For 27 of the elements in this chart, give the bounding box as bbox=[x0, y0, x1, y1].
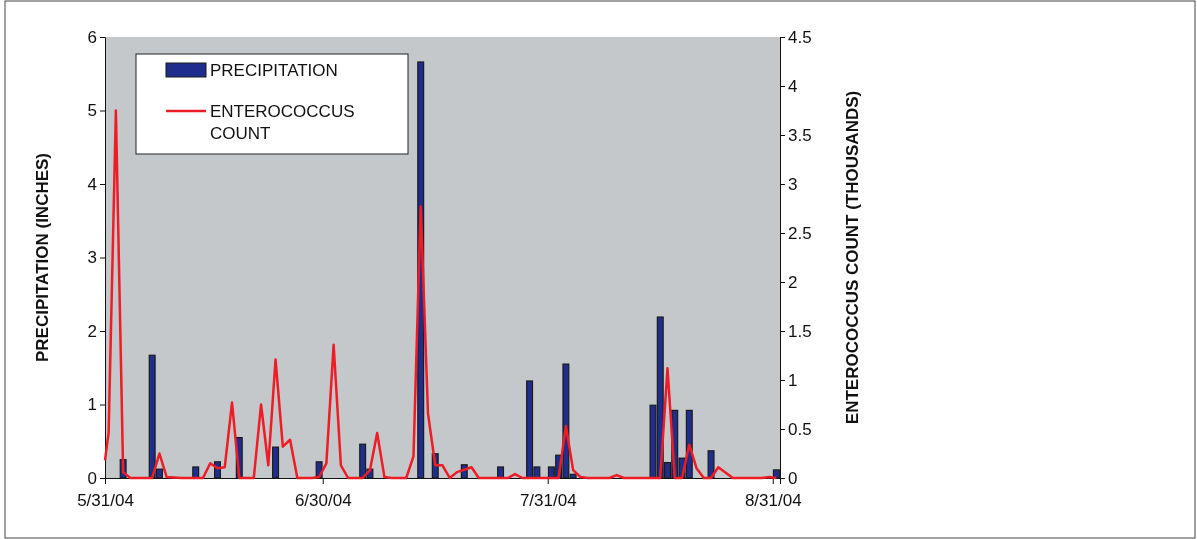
y-tick-label: 3 bbox=[87, 248, 97, 268]
legend-label: PRECIPITATION bbox=[210, 61, 338, 80]
y2-tick-label: 1.5 bbox=[788, 321, 812, 341]
x-tick-label: 6/30/04 bbox=[294, 490, 352, 510]
y2-tick-label: 4 bbox=[788, 76, 798, 96]
y2-tick-label: 0 bbox=[788, 468, 798, 488]
y2-tick-label: 0.5 bbox=[788, 419, 812, 439]
y2-tick-label: 2.5 bbox=[788, 223, 812, 243]
x-tick-label: 5/31/04 bbox=[77, 490, 134, 510]
y2-tick-label: 1 bbox=[788, 370, 798, 390]
bar bbox=[192, 466, 200, 479]
x-tick-label: 8/31/04 bbox=[744, 490, 802, 510]
y-tick-label: 2 bbox=[87, 321, 97, 341]
y-tick-label: 5 bbox=[87, 101, 97, 121]
y-tick-label: 0 bbox=[87, 468, 97, 488]
y-tick-label: 4 bbox=[87, 174, 97, 194]
legend-label: ENTEROCOCCUS COUNT bbox=[210, 102, 355, 144]
y-tick-label: 6 bbox=[87, 27, 97, 47]
y2-tick-label: 3.5 bbox=[788, 125, 812, 145]
bar bbox=[497, 466, 505, 479]
x-tick-label: 7/31/04 bbox=[519, 490, 577, 510]
y2-axis-title: ENTEROCOCCUS COUNT (THOUSANDS) bbox=[843, 90, 862, 425]
y2-tick-label: 2 bbox=[788, 272, 798, 292]
y-axis-title: PRECIPITATION (INCHES) bbox=[33, 152, 52, 363]
y-tick-label: 1 bbox=[87, 395, 97, 415]
y2-tick-label: 3 bbox=[788, 174, 798, 194]
y2-tick-label: 4.5 bbox=[788, 27, 812, 47]
